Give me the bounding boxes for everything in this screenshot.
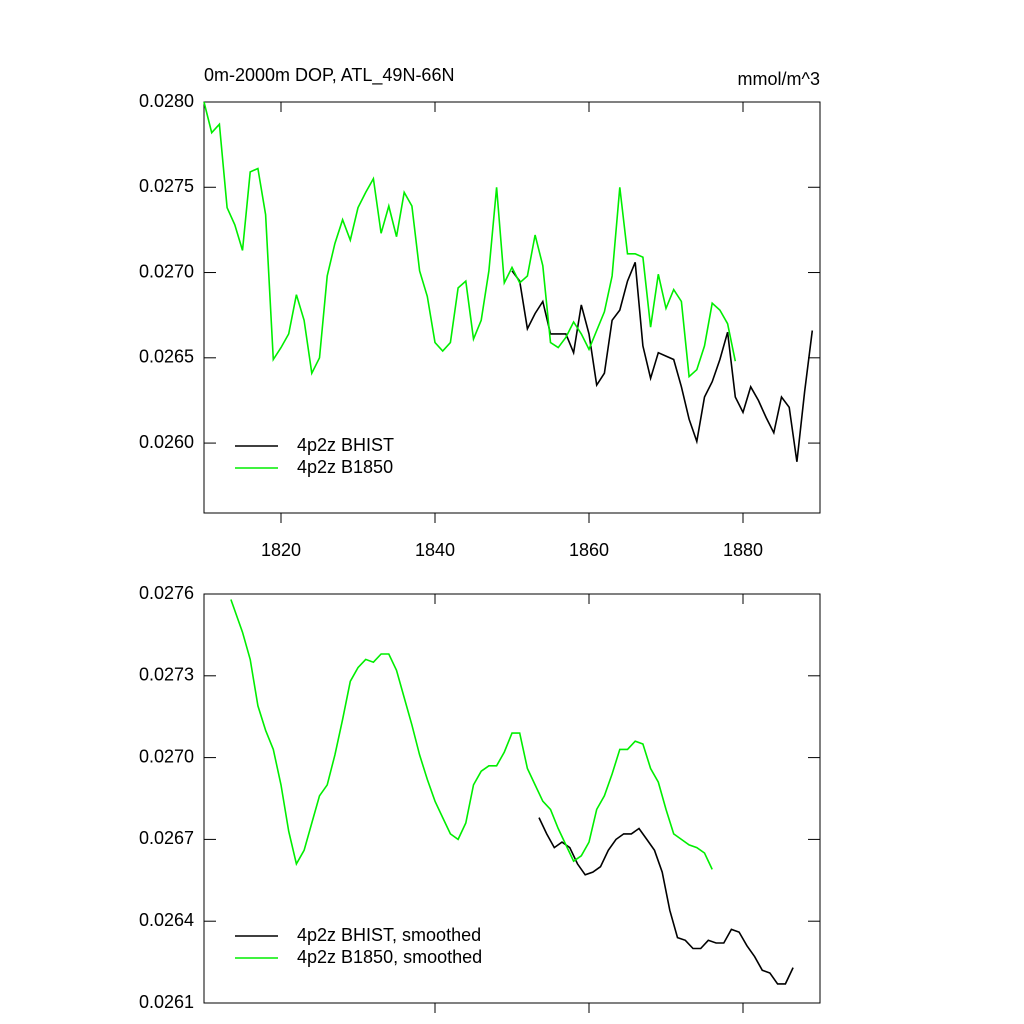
y-tick-label: 0.0270 [139, 261, 194, 281]
x-tick-label: 1860 [569, 540, 609, 560]
plot-frame [203, 593, 821, 1004]
data-line [538, 817, 794, 985]
data-line [511, 261, 814, 462]
y-tick-label: 0.0275 [139, 176, 194, 196]
legend-label: 4p2z B1850, smoothed [297, 947, 482, 967]
y-tick-label: 0.0260 [139, 432, 194, 452]
plot-frame [203, 101, 821, 514]
y-tick-label: 0.0265 [139, 347, 194, 367]
legend-label: 4p2z BHIST [297, 435, 394, 455]
y-tick-label: 0.0264 [139, 910, 194, 930]
x-tick-label: 1820 [261, 540, 301, 560]
legend-label: 4p2z B1850 [297, 457, 393, 477]
y-tick-label: 0.0276 [139, 583, 194, 603]
y-tick-label: 0.0280 [139, 91, 194, 111]
y-tick-label: 0.0270 [139, 746, 194, 766]
x-tick-label: 1880 [723, 540, 763, 560]
data-line [230, 599, 713, 870]
units-label: mmol/m^3 [738, 69, 820, 89]
data-line [203, 101, 737, 379]
y-tick-label: 0.0261 [139, 992, 194, 1012]
legend-label: 4p2z BHIST, smoothed [297, 925, 481, 945]
x-tick-label: 1840 [415, 540, 455, 560]
y-tick-label: 0.0267 [139, 828, 194, 848]
chart-title: 0m-2000m DOP, ATL_49N-66N [204, 65, 454, 86]
y-tick-label: 0.0273 [139, 665, 194, 685]
